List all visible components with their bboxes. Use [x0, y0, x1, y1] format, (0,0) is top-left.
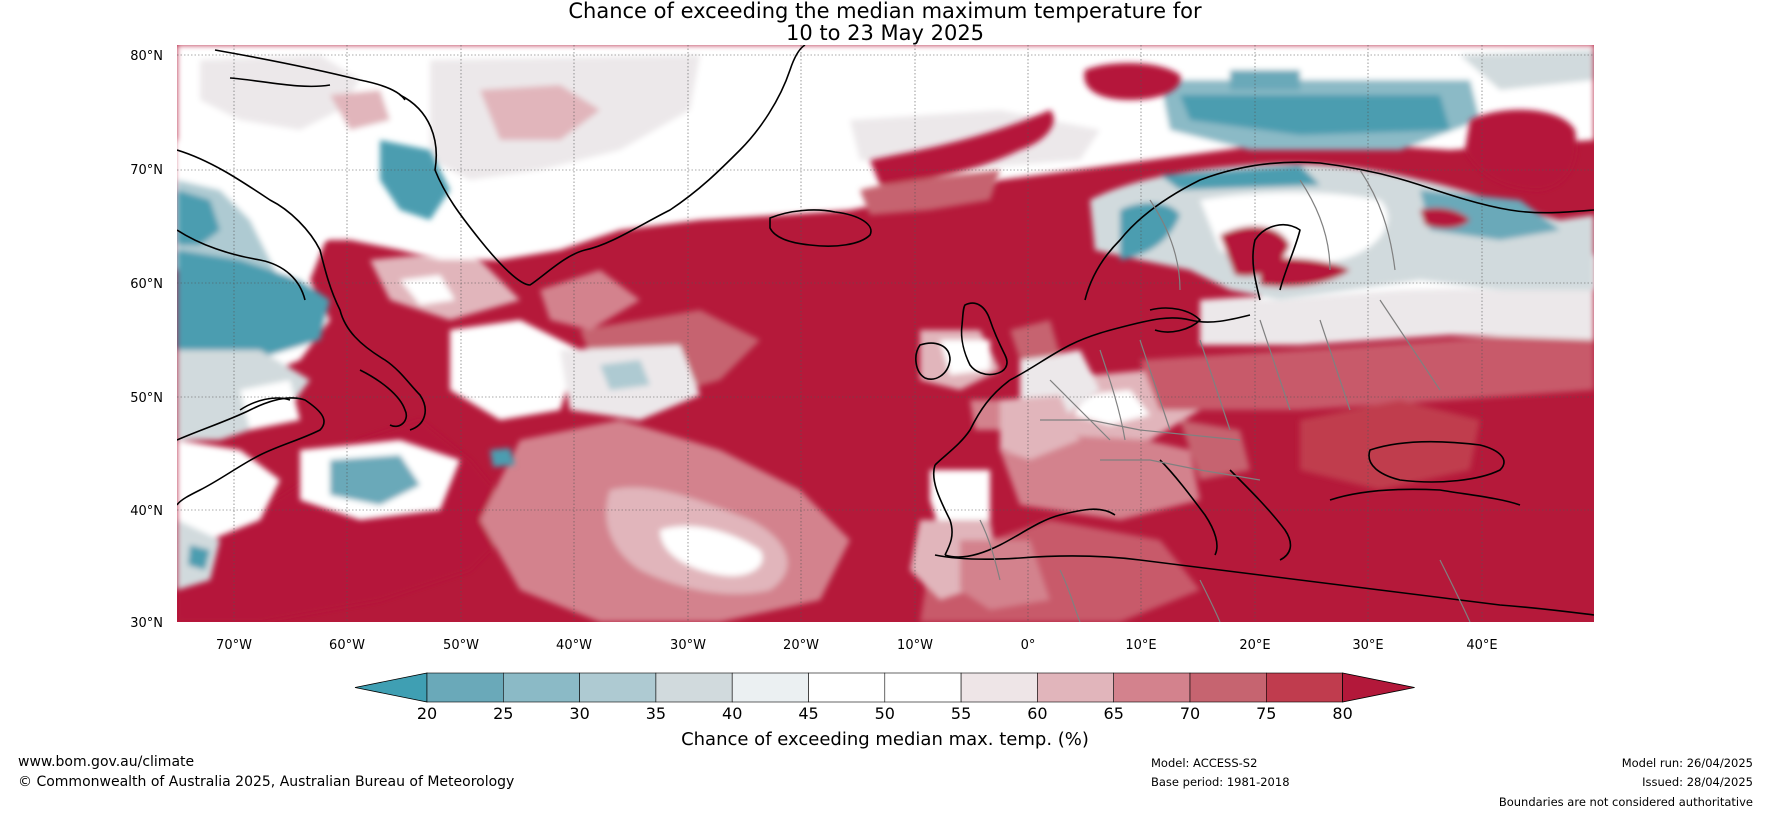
western-cool-region: [177, 140, 515, 590]
colorbar-segment: [960, 672, 1038, 703]
map-plot-area: [177, 45, 1594, 622]
lon-label-60w: 60°W: [329, 638, 365, 653]
footer-disclaimer: Boundaries are not considered authoritat…: [1498, 795, 1753, 809]
footer-model: Model: ACCESS-S2: [1151, 756, 1258, 770]
colorbar-segment: [1113, 672, 1191, 703]
lon-label-10e: 10°E: [1125, 638, 1156, 653]
lon-label-40e: 40°E: [1466, 638, 1497, 653]
footer-issued: Issued: 28/04/2025: [1642, 775, 1753, 789]
longitude-labels: 70°W 60°W 50°W 40°W 30°W 20°W 10°W 0° 10…: [216, 638, 1498, 653]
colorbar-segment: [731, 672, 809, 703]
lon-label-10w: 10°W: [897, 638, 933, 653]
map-title-line1: Chance of exceeding the median maximum t…: [568, 0, 1202, 23]
lat-label-80n: 80°N: [130, 49, 163, 64]
colorbar-tick-label: 70: [1180, 704, 1200, 723]
footer-url: www.bom.gov.au/climate: [18, 754, 195, 770]
colorbar-segment: [426, 672, 504, 703]
lon-label-30w: 30°W: [670, 638, 706, 653]
colorbar-tick-label: 25: [493, 704, 513, 723]
colorbar-label: Chance of exceeding median max. temp. (%…: [681, 729, 1089, 750]
lat-label-50n: 50°N: [130, 391, 163, 406]
colorbar-segment: [1189, 672, 1267, 703]
lon-label-50w: 50°W: [443, 638, 479, 653]
colorbar-segment: [808, 672, 886, 703]
lat-label-30n: 30°N: [130, 616, 163, 631]
lat-label-60n: 60°N: [130, 277, 163, 292]
colorbar-tick-label: 20: [417, 704, 437, 723]
lon-label-40w: 40°W: [556, 638, 592, 653]
colorbar-tick-label: 35: [646, 704, 666, 723]
colorbar-extend-low: [354, 672, 428, 703]
lon-label-20w: 20°W: [783, 638, 819, 653]
arctic-warm-regions: [860, 63, 1577, 215]
colorbar-tick-label: 65: [1104, 704, 1124, 723]
lon-label-20e: 20°E: [1239, 638, 1270, 653]
colorbar-extend-high: [1342, 672, 1415, 703]
colorbar-segment: [579, 672, 657, 703]
colorbar-tick-label: 80: [1332, 704, 1352, 723]
colorbar-tick-label: 45: [798, 704, 818, 723]
lon-label-0: 0°: [1021, 638, 1036, 653]
country-borders: [979, 169, 1471, 622]
colorbar-segment: [1266, 672, 1343, 703]
lat-label-40n: 40°N: [130, 504, 163, 519]
colorbar-tick-label: 75: [1256, 704, 1276, 723]
colorbar-segment: [655, 672, 733, 703]
colorbar: 20 25 30 35 40 45 50 55 60 65 70 75 80: [354, 672, 1415, 723]
lon-label-30e: 30°E: [1352, 638, 1383, 653]
footer-model-run: Model run: 26/04/2025: [1621, 756, 1753, 770]
colorbar-tick-label: 40: [722, 704, 742, 723]
colorbar-tick-label: 60: [1027, 704, 1047, 723]
map-title-line2: 10 to 23 May 2025: [785, 21, 985, 45]
footer-base-period: Base period: 1981-2018: [1151, 775, 1290, 789]
lon-label-70w: 70°W: [216, 638, 252, 653]
coastlines: [177, 45, 1594, 616]
lat-label-70n: 70°N: [130, 163, 163, 178]
colorbar-tick-label: 50: [875, 704, 895, 723]
map-gridlines: [177, 45, 1594, 622]
scandinavia-region: [1090, 163, 1594, 300]
colorbar-segment: [884, 672, 962, 703]
colorbar-segment: [502, 672, 580, 703]
latitude-labels: 80°N 70°N 60°N 50°N 40°N 30°N: [130, 49, 163, 631]
footer-copyright: © Commonwealth of Australia 2025, Austra…: [18, 774, 515, 790]
colorbar-segment: [1037, 672, 1115, 703]
colorbar-tick-label: 55: [951, 704, 971, 723]
colorbar-tick-label: 30: [569, 704, 589, 723]
